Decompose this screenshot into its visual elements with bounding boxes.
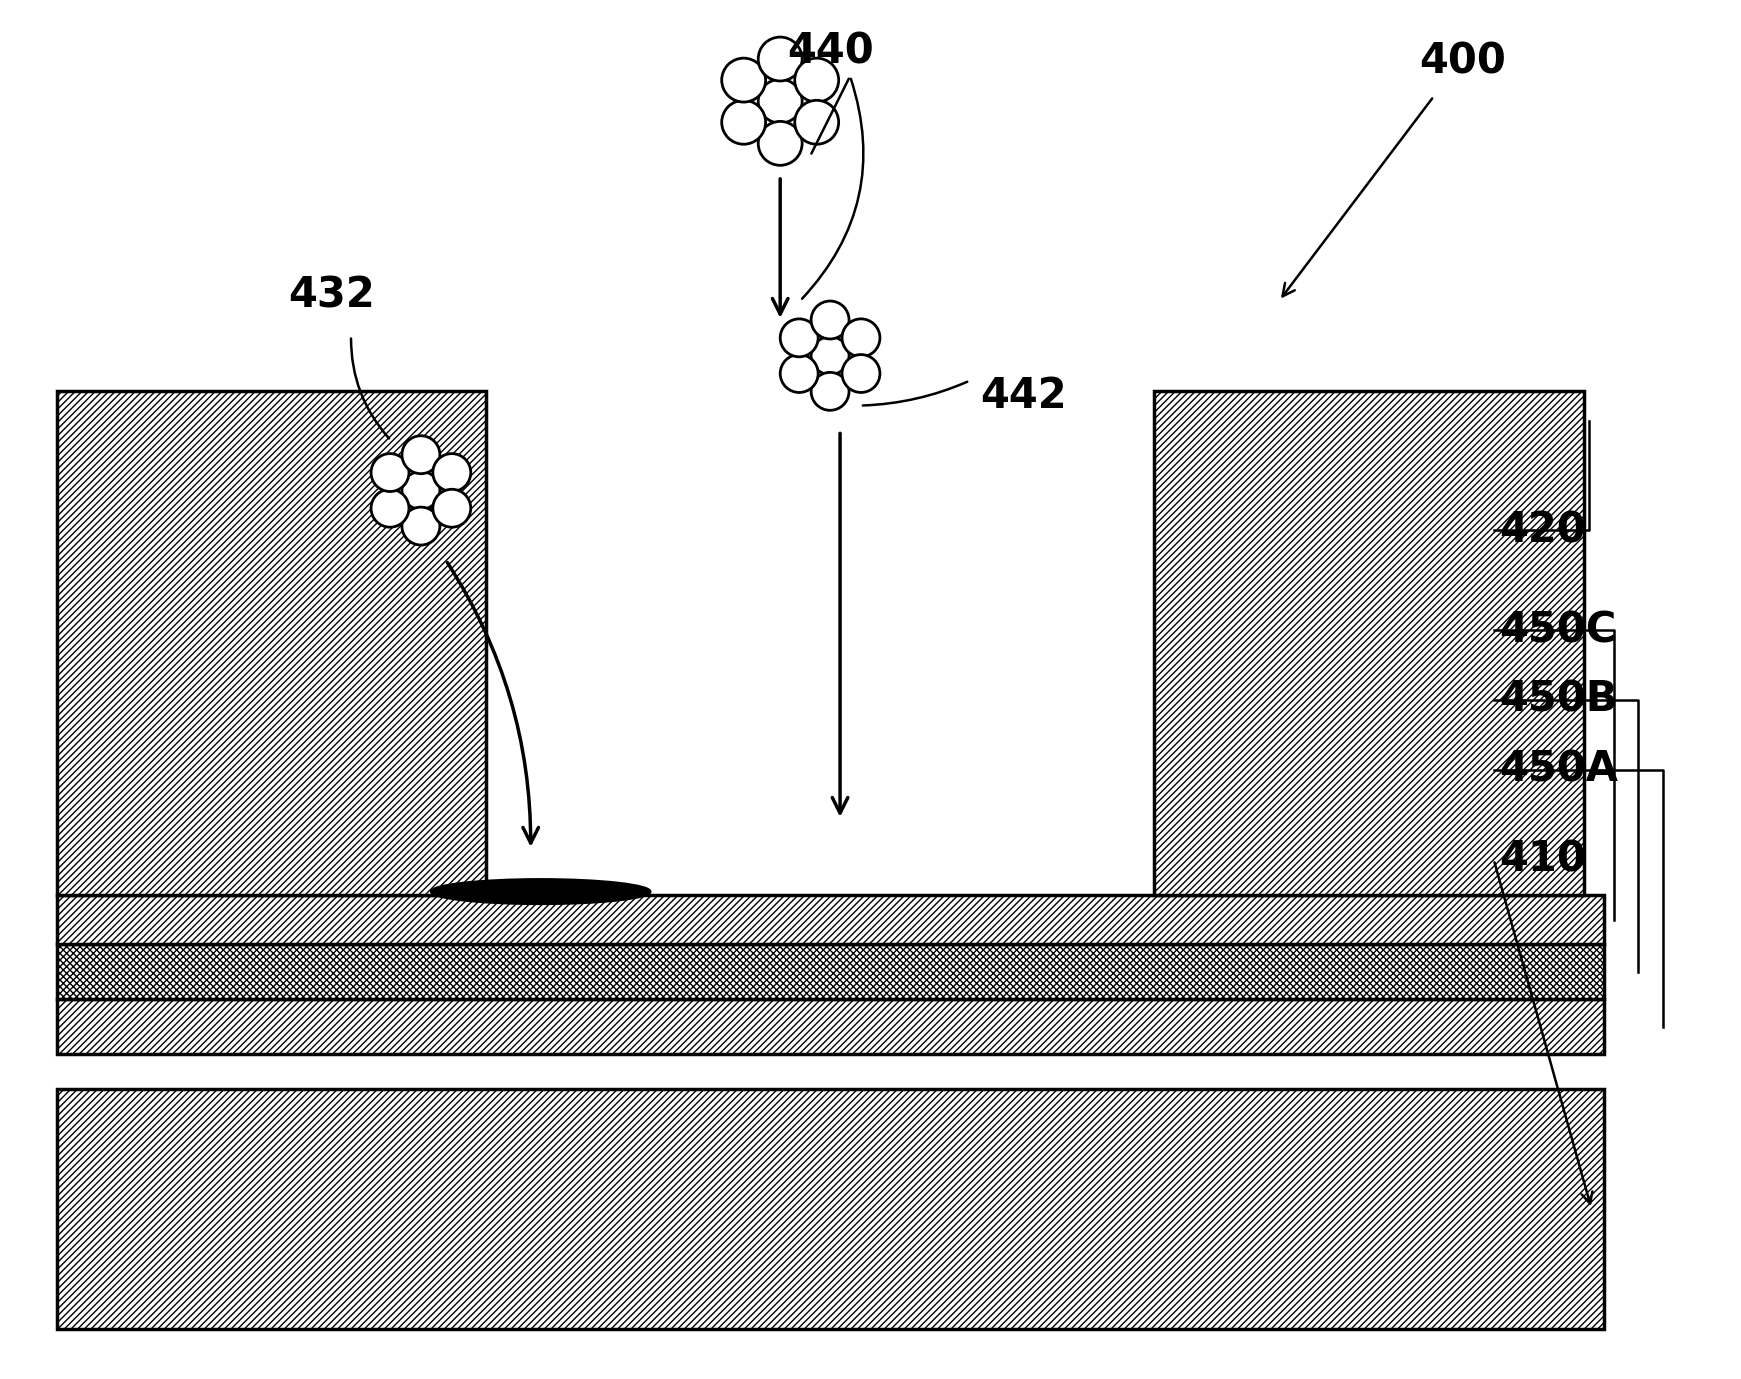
Circle shape	[723, 101, 766, 145]
Circle shape	[811, 336, 850, 375]
Text: 432: 432	[287, 274, 374, 317]
Text: 420: 420	[1499, 509, 1586, 552]
Text: 410: 410	[1499, 838, 1586, 881]
Circle shape	[759, 37, 803, 81]
Circle shape	[723, 58, 766, 102]
Circle shape	[402, 472, 440, 509]
Circle shape	[843, 319, 879, 357]
Circle shape	[811, 301, 850, 339]
Circle shape	[402, 436, 440, 473]
Circle shape	[780, 319, 818, 357]
Circle shape	[434, 490, 470, 527]
Bar	[57, 1089, 1603, 1329]
Circle shape	[402, 507, 440, 545]
Text: 400: 400	[1419, 40, 1506, 83]
Text: 450C: 450C	[1499, 610, 1616, 651]
Circle shape	[794, 101, 839, 145]
Text: 450A: 450A	[1499, 749, 1617, 790]
Ellipse shape	[430, 880, 651, 905]
Circle shape	[843, 354, 879, 393]
Text: 442: 442	[980, 375, 1067, 416]
Bar	[57, 1000, 1603, 1055]
Bar	[57, 390, 486, 895]
Circle shape	[371, 454, 409, 491]
Circle shape	[794, 58, 839, 102]
Bar	[1154, 390, 1584, 895]
Circle shape	[811, 372, 850, 411]
Bar	[57, 895, 1603, 945]
Circle shape	[759, 121, 803, 165]
Text: 440: 440	[787, 30, 874, 72]
Bar	[57, 945, 1603, 1000]
Circle shape	[759, 79, 803, 123]
Text: 450B: 450B	[1499, 678, 1617, 721]
Circle shape	[434, 454, 470, 491]
Circle shape	[780, 354, 818, 393]
Circle shape	[371, 490, 409, 527]
